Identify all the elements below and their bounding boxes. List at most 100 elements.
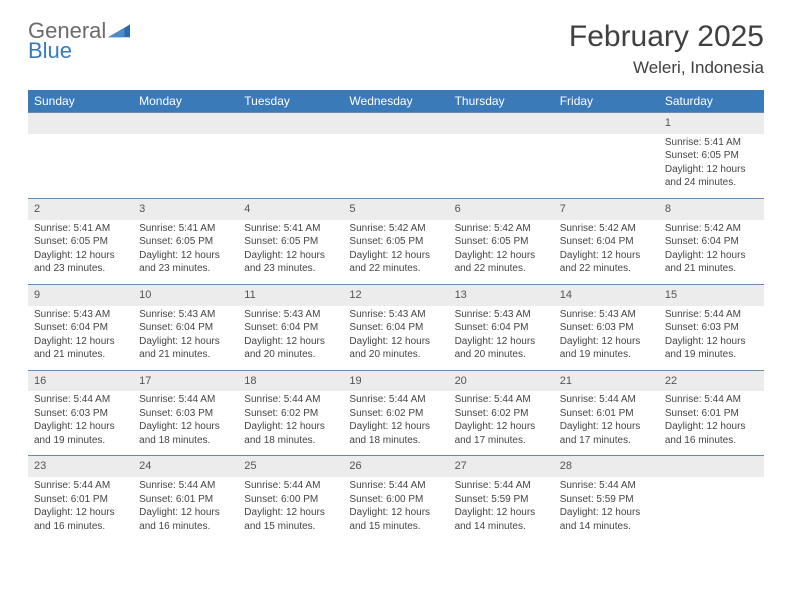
day-number-cell: 15 — [659, 284, 764, 305]
day-number-cell: 6 — [449, 198, 554, 219]
day-number-cell — [449, 113, 554, 134]
sunset-line: Sunset: 6:02 PM — [455, 407, 548, 421]
sunrise-line: Sunrise: 5:43 AM — [455, 308, 548, 322]
sunset-line: Sunset: 6:03 PM — [665, 321, 758, 335]
sunrise-line: Sunrise: 5:42 AM — [560, 222, 653, 236]
sunset-line: Sunset: 6:04 PM — [349, 321, 442, 335]
sunrise-line: Sunrise: 5:44 AM — [665, 393, 758, 407]
day-number-cell: 23 — [28, 456, 133, 477]
day-detail-cell — [554, 134, 659, 199]
day-number-cell: 21 — [554, 370, 659, 391]
sunrise-line: Sunrise: 5:44 AM — [139, 479, 232, 493]
sunrise-line: Sunrise: 5:44 AM — [349, 393, 442, 407]
weekday-header: Sunday — [28, 90, 133, 113]
month-title: February 2025 — [569, 20, 764, 54]
day-detail-cell: Sunrise: 5:44 AMSunset: 6:03 PMDaylight:… — [28, 391, 133, 456]
day-detail-row: Sunrise: 5:44 AMSunset: 6:01 PMDaylight:… — [28, 477, 764, 541]
weekday-header: Monday — [133, 90, 238, 113]
daylight-line: Daylight: 12 hours and 15 minutes. — [349, 506, 442, 533]
day-detail-cell: Sunrise: 5:44 AMSunset: 6:00 PMDaylight:… — [238, 477, 343, 541]
sunset-line: Sunset: 6:04 PM — [244, 321, 337, 335]
daylight-line: Daylight: 12 hours and 21 minutes. — [34, 335, 127, 362]
header: General Blue February 2025 Weleri, Indon… — [28, 20, 764, 78]
sunrise-line: Sunrise: 5:43 AM — [139, 308, 232, 322]
sunrise-line: Sunrise: 5:44 AM — [244, 479, 337, 493]
day-number-cell: 8 — [659, 198, 764, 219]
day-detail-cell: Sunrise: 5:44 AMSunset: 6:01 PMDaylight:… — [133, 477, 238, 541]
daylight-line: Daylight: 12 hours and 19 minutes. — [34, 420, 127, 447]
day-detail-cell: Sunrise: 5:43 AMSunset: 6:04 PMDaylight:… — [238, 306, 343, 371]
day-detail-row: Sunrise: 5:44 AMSunset: 6:03 PMDaylight:… — [28, 391, 764, 456]
day-number-cell: 9 — [28, 284, 133, 305]
day-number-cell — [659, 456, 764, 477]
day-detail-cell: Sunrise: 5:44 AMSunset: 6:01 PMDaylight:… — [554, 391, 659, 456]
sunrise-line: Sunrise: 5:43 AM — [244, 308, 337, 322]
day-detail-cell: Sunrise: 5:44 AMSunset: 6:01 PMDaylight:… — [659, 391, 764, 456]
day-number-cell: 2 — [28, 198, 133, 219]
daylight-line: Daylight: 12 hours and 17 minutes. — [455, 420, 548, 447]
location: Weleri, Indonesia — [569, 58, 764, 78]
day-detail-cell: Sunrise: 5:44 AMSunset: 6:02 PMDaylight:… — [449, 391, 554, 456]
day-number-row: 232425262728 — [28, 456, 764, 477]
day-number-cell: 4 — [238, 198, 343, 219]
day-detail-row: Sunrise: 5:41 AMSunset: 6:05 PMDaylight:… — [28, 134, 764, 199]
sunset-line: Sunset: 6:05 PM — [349, 235, 442, 249]
day-number-cell: 3 — [133, 198, 238, 219]
day-number-cell: 5 — [343, 198, 448, 219]
day-number-cell: 25 — [238, 456, 343, 477]
day-number-cell — [554, 113, 659, 134]
daylight-line: Daylight: 12 hours and 14 minutes. — [455, 506, 548, 533]
sunrise-line: Sunrise: 5:41 AM — [139, 222, 232, 236]
daylight-line: Daylight: 12 hours and 21 minutes. — [139, 335, 232, 362]
day-detail-cell: Sunrise: 5:44 AMSunset: 6:03 PMDaylight:… — [659, 306, 764, 371]
logo-triangle-icon — [108, 20, 130, 38]
day-detail-cell: Sunrise: 5:44 AMSunset: 6:00 PMDaylight:… — [343, 477, 448, 541]
day-detail-cell: Sunrise: 5:44 AMSunset: 6:01 PMDaylight:… — [28, 477, 133, 541]
sunrise-line: Sunrise: 5:44 AM — [665, 308, 758, 322]
sunset-line: Sunset: 6:02 PM — [244, 407, 337, 421]
daylight-line: Daylight: 12 hours and 22 minutes. — [455, 249, 548, 276]
day-number-cell: 19 — [343, 370, 448, 391]
sunset-line: Sunset: 6:01 PM — [34, 493, 127, 507]
day-number-cell: 7 — [554, 198, 659, 219]
daylight-line: Daylight: 12 hours and 21 minutes. — [665, 249, 758, 276]
day-number-cell: 27 — [449, 456, 554, 477]
sunset-line: Sunset: 6:05 PM — [34, 235, 127, 249]
sunset-line: Sunset: 6:01 PM — [665, 407, 758, 421]
day-number-cell: 13 — [449, 284, 554, 305]
sunrise-line: Sunrise: 5:44 AM — [455, 479, 548, 493]
sunset-line: Sunset: 6:05 PM — [139, 235, 232, 249]
daylight-line: Daylight: 12 hours and 15 minutes. — [244, 506, 337, 533]
sunrise-line: Sunrise: 5:44 AM — [139, 393, 232, 407]
daylight-line: Daylight: 12 hours and 20 minutes. — [244, 335, 337, 362]
daylight-line: Daylight: 12 hours and 20 minutes. — [349, 335, 442, 362]
day-number-cell — [238, 113, 343, 134]
sunrise-line: Sunrise: 5:41 AM — [665, 136, 758, 150]
day-detail-cell: Sunrise: 5:41 AMSunset: 6:05 PMDaylight:… — [238, 220, 343, 285]
daylight-line: Daylight: 12 hours and 14 minutes. — [560, 506, 653, 533]
day-number-row: 16171819202122 — [28, 370, 764, 391]
day-detail-cell — [449, 134, 554, 199]
sunrise-line: Sunrise: 5:44 AM — [34, 479, 127, 493]
day-detail-cell: Sunrise: 5:44 AMSunset: 5:59 PMDaylight:… — [449, 477, 554, 541]
day-number-cell: 24 — [133, 456, 238, 477]
daylight-line: Daylight: 12 hours and 16 minutes. — [34, 506, 127, 533]
sunset-line: Sunset: 5:59 PM — [560, 493, 653, 507]
day-detail-cell: Sunrise: 5:43 AMSunset: 6:04 PMDaylight:… — [343, 306, 448, 371]
sunrise-line: Sunrise: 5:44 AM — [244, 393, 337, 407]
sunrise-line: Sunrise: 5:44 AM — [455, 393, 548, 407]
title-block: February 2025 Weleri, Indonesia — [569, 20, 764, 78]
sunrise-line: Sunrise: 5:43 AM — [34, 308, 127, 322]
daylight-line: Daylight: 12 hours and 19 minutes. — [665, 335, 758, 362]
weekday-header: Wednesday — [343, 90, 448, 113]
day-detail-cell: Sunrise: 5:42 AMSunset: 6:05 PMDaylight:… — [449, 220, 554, 285]
day-detail-cell: Sunrise: 5:43 AMSunset: 6:03 PMDaylight:… — [554, 306, 659, 371]
day-detail-cell: Sunrise: 5:41 AMSunset: 6:05 PMDaylight:… — [28, 220, 133, 285]
day-number-cell: 14 — [554, 284, 659, 305]
logo-word2: Blue — [28, 40, 130, 62]
day-number-cell — [28, 113, 133, 134]
day-number-cell: 1 — [659, 113, 764, 134]
daylight-line: Daylight: 12 hours and 18 minutes. — [244, 420, 337, 447]
weekday-header: Tuesday — [238, 90, 343, 113]
day-number-cell: 12 — [343, 284, 448, 305]
